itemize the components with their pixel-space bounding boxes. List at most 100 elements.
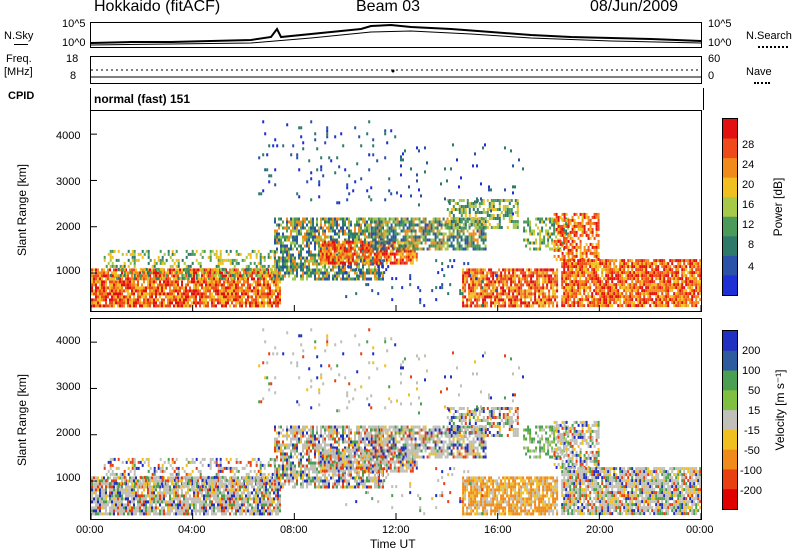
echo-cell: [117, 304, 119, 308]
echo-cell: [217, 261, 220, 265]
freq-tick-high: 18: [66, 53, 79, 65]
echo-cell: [350, 277, 352, 281]
echo-cell: [261, 277, 263, 281]
echo-cell: [263, 289, 265, 293]
echo-cell: [571, 301, 574, 305]
echo-cell: [348, 226, 350, 230]
echo-cell: [406, 229, 409, 233]
echo-cell: [639, 271, 642, 275]
echo-cell: [338, 217, 340, 221]
echo-cell: [316, 268, 318, 272]
echo-cell: [446, 244, 449, 248]
echo-cell: [370, 226, 373, 230]
echo-cell: [424, 220, 427, 224]
echo-cell: [265, 277, 267, 281]
echo-cell: [147, 286, 149, 290]
echo-cell: [667, 268, 670, 272]
echo-cell: [259, 304, 261, 308]
echo-cell: [261, 286, 263, 290]
echo-cell: [284, 244, 286, 248]
echo-cell: [587, 215, 590, 219]
echo-cell: [352, 232, 354, 236]
echo-cell: [316, 277, 318, 281]
echo-cell: [332, 238, 334, 242]
echo-cell: [255, 255, 258, 259]
echo-cell: [193, 295, 195, 299]
echo-cell: [333, 249, 336, 253]
echo-cell: [432, 244, 435, 248]
echo-cell: [629, 259, 632, 263]
echo-cell: [329, 246, 332, 250]
echo-cell: [528, 301, 531, 305]
echo-cell: [565, 265, 568, 269]
echo-cell: [318, 253, 320, 257]
echo-cell: [153, 271, 155, 275]
echo-cell: [675, 271, 678, 275]
echo-cell: [589, 304, 592, 308]
echo-cell: [490, 217, 493, 220]
echo-cell: [372, 271, 374, 275]
echo-cell: [187, 264, 190, 268]
echo-cell: [510, 295, 513, 299]
echo-cell: [512, 298, 515, 302]
echo-cell: [619, 280, 622, 284]
echo-cell: [518, 289, 521, 293]
echo-cell: [107, 292, 109, 296]
echo-cell: [213, 280, 215, 284]
echo-cell: [547, 241, 550, 245]
echo-cell: [583, 248, 586, 252]
echo-cell: [241, 267, 244, 271]
echo-cell: [376, 274, 378, 278]
echo-cell: [393, 258, 396, 262]
echo-cell: [593, 245, 596, 249]
echo-cell: [627, 277, 630, 281]
echo-cell: [406, 220, 409, 224]
echo-cell: [669, 295, 672, 299]
echo-cell: [563, 247, 566, 251]
echo-cell: [201, 270, 204, 274]
echo-cell: [635, 265, 638, 269]
echo-cell: [430, 229, 433, 233]
echo-cell: [173, 274, 175, 278]
echo-cell: [131, 249, 134, 253]
echo-cell: [183, 273, 186, 277]
echo-cell: [179, 289, 181, 293]
echo-cell: [141, 289, 143, 293]
echo-cell: [149, 283, 151, 287]
echo-cell: [385, 252, 388, 256]
echo-cell: [209, 280, 211, 284]
echo-cell: [159, 304, 161, 308]
echo-cell: [324, 220, 326, 224]
echo-cell: [583, 286, 586, 290]
echo-cell: [107, 271, 109, 275]
echo-cell: [157, 304, 159, 308]
echo-cell: [133, 271, 135, 275]
echo-cell: [599, 301, 602, 305]
echo-cell: [504, 205, 507, 208]
echo-cell: [280, 256, 282, 260]
echo-cell: [516, 205, 519, 208]
echo-cell: [498, 268, 501, 272]
echo-cell: [235, 292, 237, 296]
echo-cell: [573, 295, 576, 299]
echo-cell: [352, 235, 354, 239]
echo-cell: [621, 280, 624, 284]
echo-cell: [655, 298, 658, 302]
echo-cell: [448, 244, 451, 248]
echo-cell: [452, 232, 455, 236]
echo-cell: [103, 286, 105, 290]
echo-cell: [535, 247, 538, 251]
echo-cell: [683, 271, 686, 275]
echo-cell: [181, 258, 184, 262]
echo-cell: [565, 236, 568, 240]
echo-cell: [175, 301, 177, 305]
echo-cell: [482, 226, 485, 229]
echo-cell: [376, 229, 379, 233]
echo-cell: [492, 280, 495, 284]
echo-cell: [508, 292, 511, 296]
echo-cell: [195, 249, 198, 253]
echo-cell: [105, 283, 107, 287]
echo-cell: [344, 268, 346, 272]
echo-cell: [237, 270, 240, 274]
echo-cell: [635, 292, 638, 296]
